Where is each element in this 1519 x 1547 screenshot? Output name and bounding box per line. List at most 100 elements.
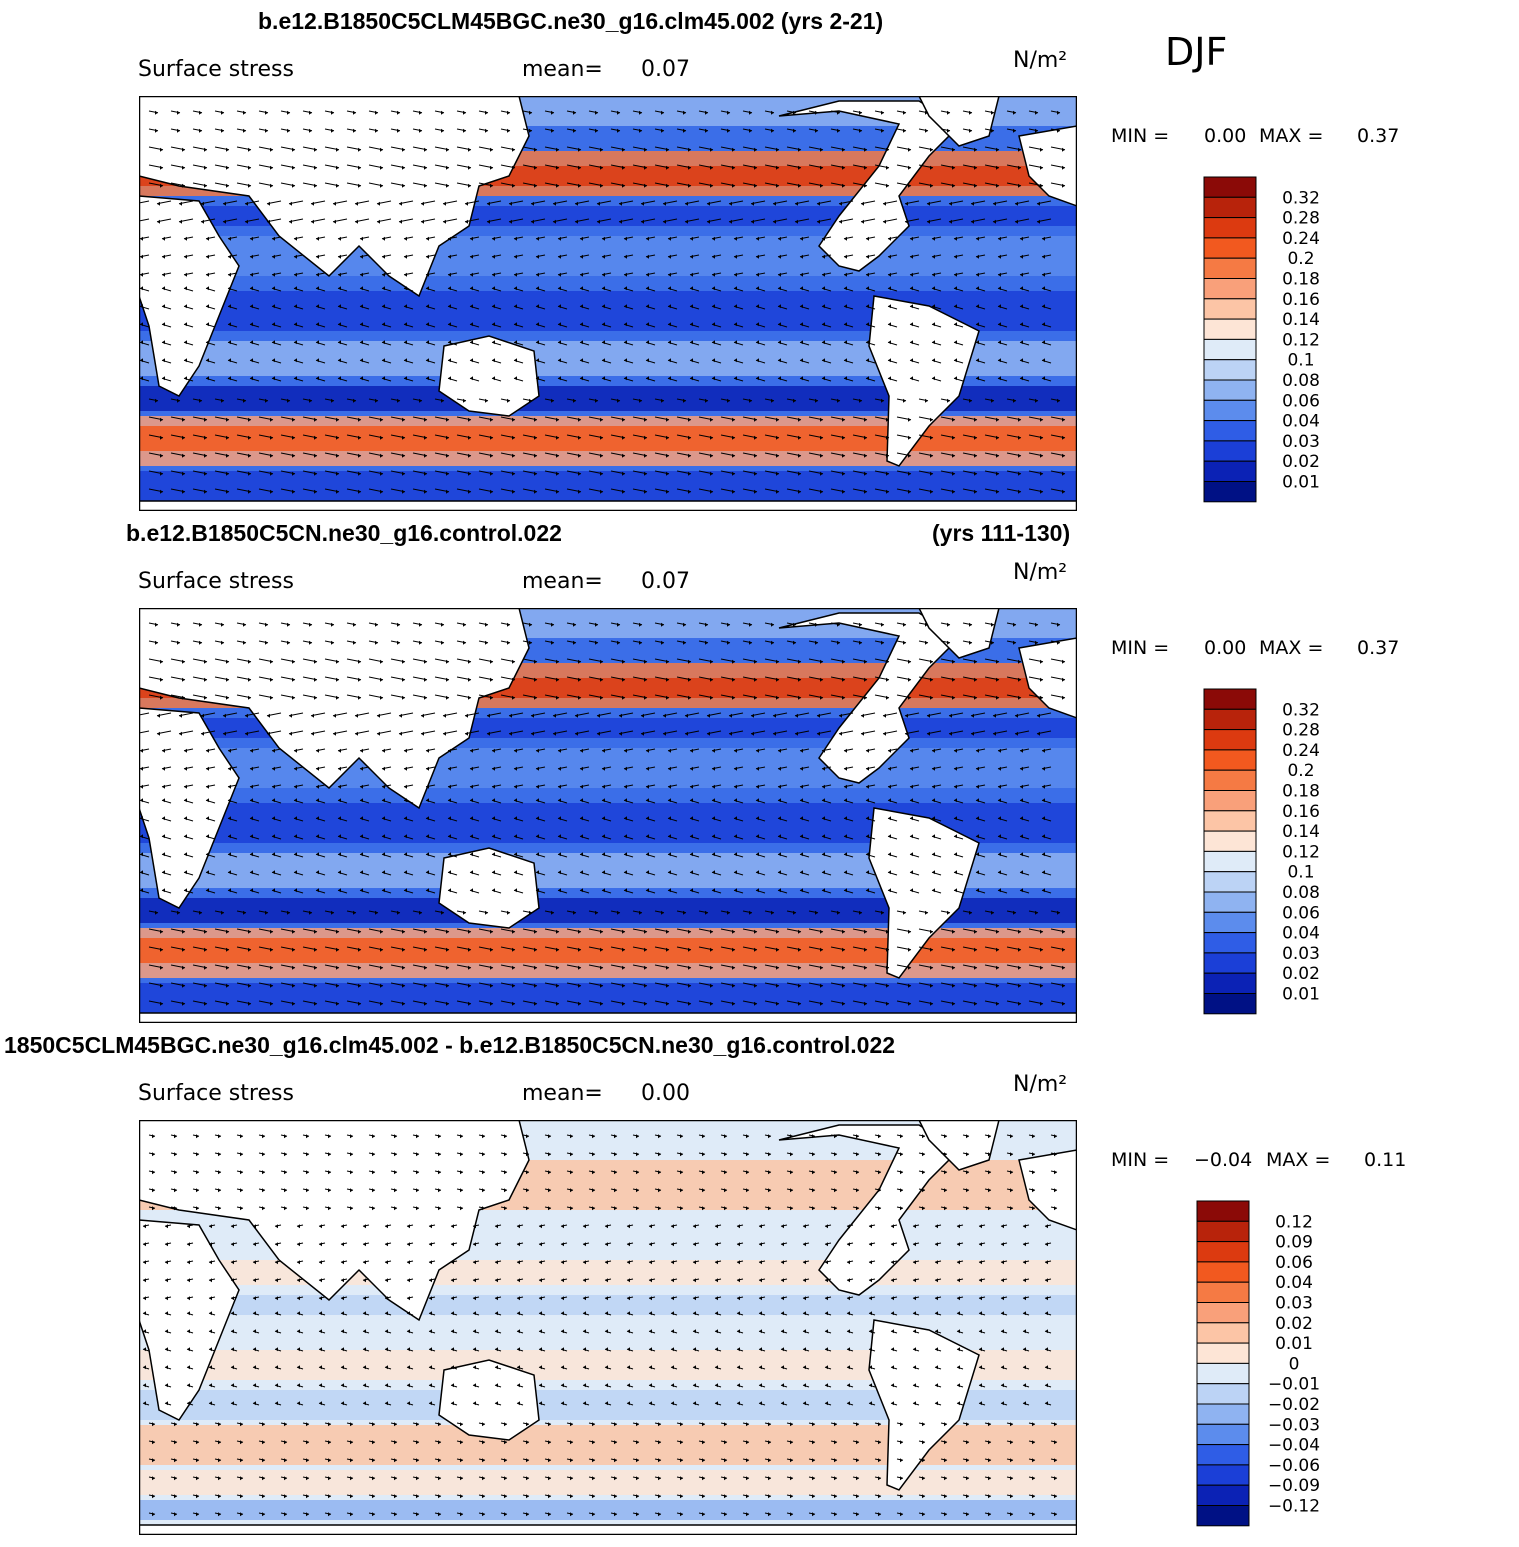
stress-vector-head — [734, 322, 737, 327]
stress-vector-head — [407, 1242, 410, 1247]
stress-vector-head — [470, 340, 473, 345]
stress-vector-head — [309, 398, 312, 403]
stress-vector-head — [1042, 340, 1045, 345]
stress-vector-head — [710, 165, 713, 170]
stress-vector-head — [732, 453, 735, 458]
stress-vector-head — [407, 1296, 410, 1301]
stress-vector-head — [996, 983, 999, 988]
stress-vector-head — [822, 870, 825, 875]
stress-vector-head — [954, 254, 957, 259]
stress-vector-head — [888, 852, 891, 857]
stress-vector-head — [292, 183, 295, 188]
stress-vector-head — [622, 1001, 625, 1006]
stress-vector-head — [155, 622, 158, 627]
stress-vector-head — [333, 219, 336, 224]
stress-vector-head — [952, 165, 955, 170]
stress-vector-head — [932, 888, 935, 893]
stress-vector-head — [314, 489, 317, 494]
stress-vector-head — [864, 677, 867, 682]
stress-vector-head — [382, 272, 385, 277]
stress-vector-head — [671, 1311, 674, 1316]
stress-vector-head — [331, 398, 334, 403]
stress-vector-head — [177, 398, 180, 403]
stress-vector-head — [140, 870, 143, 875]
stress-vector-head — [690, 766, 693, 771]
stress-vector-head — [328, 1134, 331, 1139]
stress-vector-head — [776, 417, 779, 422]
stress-vector-head — [1018, 489, 1021, 494]
stress-vector-head — [316, 852, 319, 857]
stress-vector-head — [534, 417, 537, 422]
stress-vector-head — [927, 201, 930, 206]
stress-vector-head — [614, 1170, 617, 1175]
stress-vector-head — [451, 1329, 454, 1334]
stress-vector-head — [949, 219, 952, 224]
colorbar-tick-label: 0.02 — [1282, 964, 1320, 984]
stress-vector-head — [903, 398, 906, 403]
stress-vector-head — [690, 798, 693, 803]
stress-vector-head — [866, 322, 869, 327]
stress-vector-head — [649, 1260, 652, 1265]
stress-vector-head — [952, 695, 955, 700]
stress-vector-head — [908, 965, 911, 970]
colorbar-tick-label: 0.08 — [1282, 883, 1320, 903]
stress-vector-head — [878, 1134, 881, 1139]
stress-vector-head — [578, 659, 581, 664]
colorbar-swatch — [1203, 932, 1257, 954]
stress-vector-head — [988, 1152, 991, 1157]
stress-vector-head — [710, 677, 713, 682]
stress-vector-head — [402, 183, 405, 188]
stress-vector-head — [294, 798, 297, 803]
stress-vector-head — [1001, 1224, 1004, 1229]
stress-vector-head — [204, 1001, 207, 1006]
stress-vector-head — [375, 398, 378, 403]
stress-vector-head — [451, 1347, 454, 1352]
stress-vector-head — [600, 677, 603, 682]
colorbar-tick-label: 0.16 — [1282, 290, 1320, 310]
stress-vector-head — [859, 622, 862, 627]
stress-vector-head — [460, 1188, 463, 1193]
stress-vector-head — [162, 870, 165, 875]
stress-vector-head — [314, 471, 317, 476]
stress-vector-head — [160, 183, 163, 188]
stress-vector-head — [473, 1278, 476, 1283]
stress-vector-head — [485, 110, 488, 115]
stress-vector-head — [597, 219, 600, 224]
stress-vector-head — [495, 1311, 498, 1316]
stress-vector-head — [932, 870, 935, 875]
stress-vector-head — [954, 358, 957, 363]
stress-vector-head — [856, 1188, 859, 1193]
stress-vector-head — [270, 489, 273, 494]
stress-vector-head — [509, 219, 512, 224]
stress-vector-head — [228, 376, 231, 381]
stress-vector-head — [878, 1206, 881, 1211]
stress-vector-head — [534, 965, 537, 970]
stress-vector-head — [492, 784, 495, 789]
stress-vector-head — [614, 1206, 617, 1211]
stress-vector-head — [426, 888, 429, 893]
stress-vector-head — [646, 304, 649, 309]
stress-vector-head — [490, 147, 493, 152]
stress-vector-head — [822, 852, 825, 857]
stress-vector-head — [578, 435, 581, 440]
stress-vector-head — [157, 731, 160, 736]
stress-vector-head — [715, 1224, 718, 1229]
stress-vector-head — [294, 254, 297, 259]
stress-vector-head — [661, 128, 664, 133]
stress-vector-head — [470, 816, 473, 821]
stress-vector-head — [922, 1170, 925, 1175]
stress-vector-head — [573, 640, 576, 645]
stress-vector-head — [798, 435, 801, 440]
stress-vector-head — [316, 870, 319, 875]
stress-vector-head — [140, 286, 143, 291]
stress-vector-head — [644, 983, 647, 988]
stress-vector-head — [517, 1365, 520, 1370]
stress-vector-head — [683, 910, 686, 915]
colorbar-swatch — [1203, 871, 1257, 893]
stress-vector-head — [668, 286, 671, 291]
stress-vector-head — [605, 1329, 608, 1334]
stress-vector-head — [932, 272, 935, 277]
stress-vector-head — [536, 322, 539, 327]
stress-vector-head — [209, 1296, 212, 1301]
stress-vector-head — [1037, 219, 1040, 224]
